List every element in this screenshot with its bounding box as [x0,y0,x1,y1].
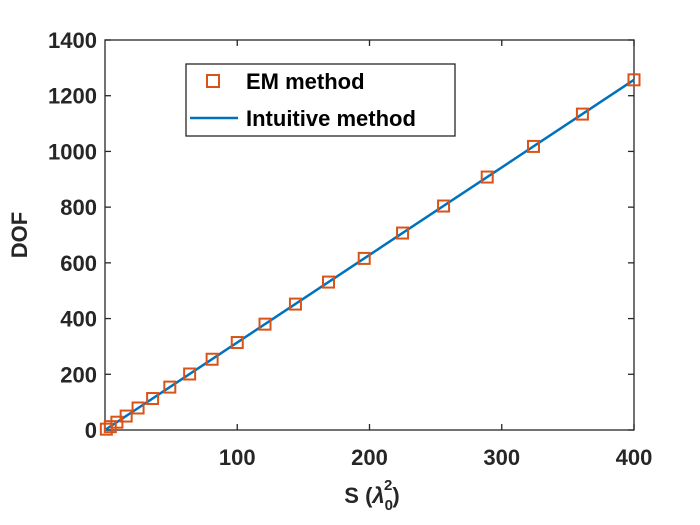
x-tick-label: 100 [219,445,256,470]
em-method-point [230,336,244,350]
em-method-point [119,409,133,423]
y-tick-label: 1200 [48,84,97,109]
series-em-method [99,73,641,436]
y-tick-label: 600 [60,251,97,276]
em-method-point [163,380,177,394]
em-method-point [99,422,113,436]
em-method-point [205,352,219,366]
x-tick-label: 200 [351,445,388,470]
em-method-point [575,107,589,121]
em-method-point [480,170,494,184]
legend-marker-em-method [206,74,220,88]
y-tick-label: 1400 [48,28,97,53]
x-axis-title-suffix: ) [392,483,399,508]
y-tick-label: 200 [60,362,97,387]
em-method-point [288,297,302,311]
y-tick-label: 0 [85,418,97,443]
axis-ticks: 0 200 400 600 800 1000 1200 1400 100 200 300 400 [48,28,652,470]
y-tick-label: 1000 [48,139,97,164]
x-tick-label: 400 [616,445,653,470]
x-tick-label: 300 [483,445,520,470]
y-tick-label: 800 [60,195,97,220]
x-axis-title-superscript: 2 [384,477,392,494]
em-method-point [322,275,336,289]
em-method-point [437,199,451,213]
legend-label-intuitive-method: Intuitive method [246,106,416,131]
em-method-point [183,367,197,381]
x-axis-title-subscript: 0 [385,497,393,514]
y-axis-title: DOF [7,212,32,258]
em-method-point [627,73,641,87]
em-method-point [357,251,371,265]
legend: EM method Intuitive method [185,63,456,137]
em-method-point [131,401,145,415]
em-method-point [146,392,160,406]
em-method-point [526,139,540,153]
y-tick-label: 400 [60,307,97,332]
x-axis-title-prefix: S ( [344,483,373,508]
legend-box [185,63,456,137]
x-axis-title-symbol: λ [371,483,384,508]
em-method-point [396,226,410,240]
legend-label-em-method: EM method [246,69,365,94]
em-method-point [258,317,272,331]
x-axis-title: S (λ0 2) [344,477,399,514]
em-method-point [103,420,117,434]
